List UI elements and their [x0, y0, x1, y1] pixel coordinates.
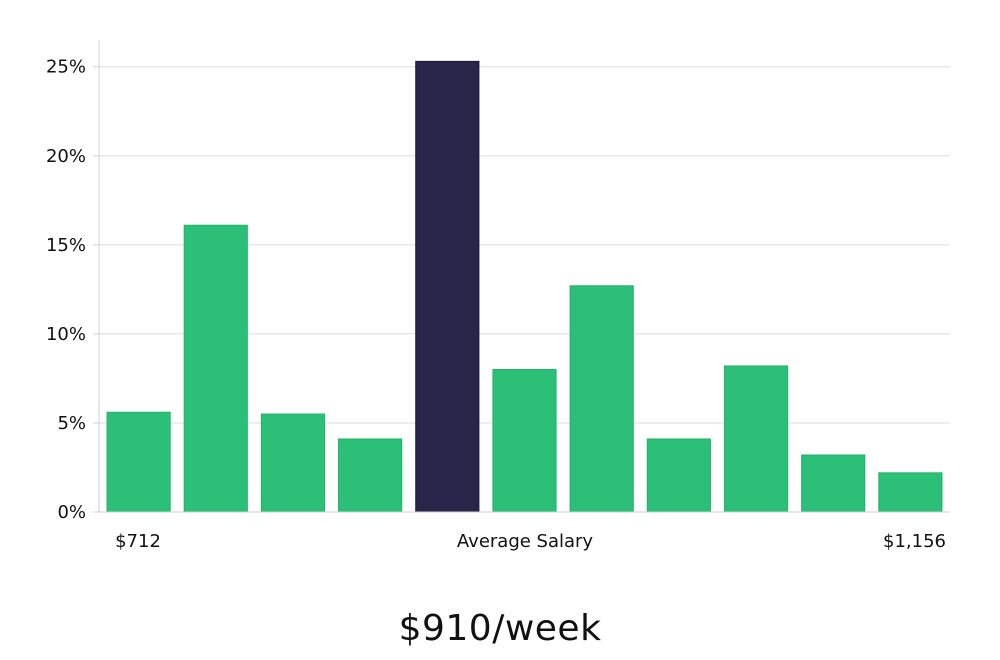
y-tick-label: 15%	[46, 235, 86, 256]
bar	[723, 365, 789, 513]
bar	[801, 454, 866, 513]
bar	[338, 438, 403, 513]
y-axis-ticks: 0% 5% 10% 15% 20% 25%	[46, 57, 99, 523]
bars	[106, 60, 943, 513]
y-tick-label: 25%	[46, 57, 86, 78]
bar-average-salary	[415, 60, 480, 513]
x-label-left: $712	[115, 531, 161, 552]
bar	[646, 438, 711, 513]
bar	[569, 285, 634, 513]
bar	[106, 411, 171, 513]
bar	[183, 224, 248, 513]
x-label-right: $1,156	[883, 531, 946, 552]
average-salary-caption: $910/week	[398, 608, 602, 649]
y-tick-label: 10%	[46, 324, 86, 345]
x-label-center: Average Salary	[457, 531, 594, 552]
histogram-chart: 0% 5% 10% 15% 20% 25% $712 Average Salary $1,…	[46, 40, 950, 552]
bar	[492, 369, 557, 513]
y-tick-label: 20%	[46, 146, 86, 167]
y-tick-label: 0%	[57, 502, 86, 523]
y-tick-label: 5%	[57, 413, 86, 434]
bar	[260, 413, 326, 513]
bar	[878, 472, 943, 513]
